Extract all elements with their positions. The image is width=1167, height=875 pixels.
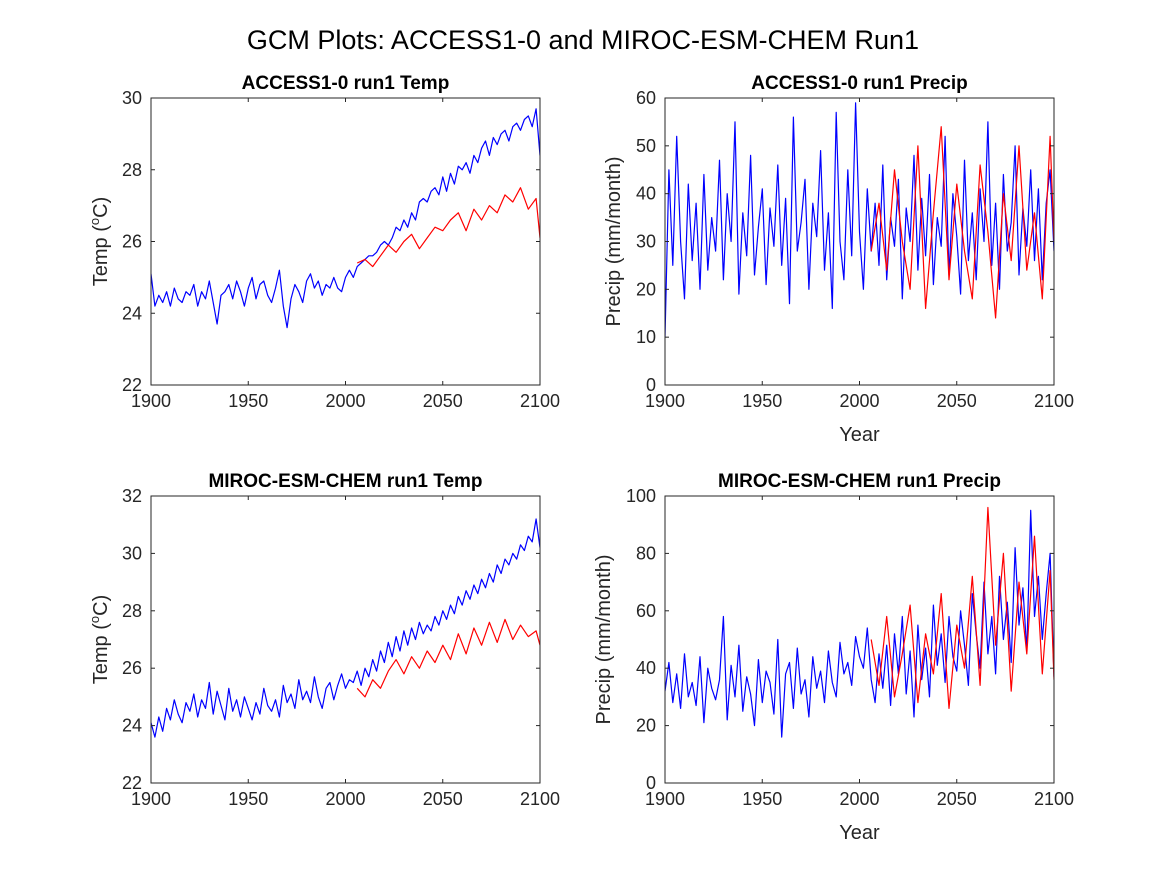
miroc-precip-ytick-label: 40 xyxy=(636,658,656,678)
miroc-precip-ytick-label: 20 xyxy=(636,716,656,736)
access-precip-ytick-label: 50 xyxy=(636,136,656,156)
figure-title: GCM Plots: ACCESS1-0 and MIROC-ESM-CHEM … xyxy=(247,25,919,55)
miroc-precip-series-red-line xyxy=(870,506,1054,710)
miroc-temp-ylabel-degree-sup: o xyxy=(87,616,102,623)
miroc-precip-title: MIROC-ESM-CHEM run1 Precip xyxy=(718,471,1001,492)
access-temp-title: ACCESS1-0 run1 Temp xyxy=(242,73,450,94)
miroc-temp-xtick-label: 2100 xyxy=(520,789,560,809)
miroc-temp-ylabel-part: C) xyxy=(90,595,112,616)
access-temp-xtick-label: 2100 xyxy=(520,391,560,411)
access-temp-plot-area xyxy=(151,98,540,385)
miroc-precip-xlabel: Year xyxy=(839,822,880,844)
access-precip-xtick-label: 1900 xyxy=(645,391,685,411)
miroc-precip-axes: 1900 1950 2000 2050 2100 0 20 40 60 80 100 MIROC-ES… xyxy=(593,471,1074,844)
miroc-precip-ytick-label: 80 xyxy=(636,543,656,563)
miroc-precip-xtick-label: 2050 xyxy=(937,789,977,809)
miroc-precip-series-blue-line xyxy=(665,509,1054,738)
access-temp-series-red-line xyxy=(356,187,540,268)
miroc-temp-ytick-label: 32 xyxy=(122,486,142,506)
access-precip-ytick-label: 10 xyxy=(636,327,656,347)
miroc-precip-xtick-label: 1950 xyxy=(742,789,782,809)
access-precip-ytick-label: 20 xyxy=(636,279,656,299)
miroc-precip-xtick-label: 1900 xyxy=(645,789,685,809)
miroc-temp-ylabel: Temp (oC) xyxy=(87,595,112,684)
access-precip-ytick-label: 30 xyxy=(636,232,656,252)
miroc-temp-title: MIROC-ESM-CHEM run1 Temp xyxy=(208,471,482,492)
access-temp-ylabel-part: C) xyxy=(90,197,112,218)
access-temp-series-blue-line xyxy=(151,108,540,329)
miroc-precip-xtick-label: 2100 xyxy=(1034,789,1074,809)
access-temp-axes: 1900 1950 2000 2050 2100 22 24 26 28 30 ACCESS1-0 … xyxy=(87,73,560,411)
miroc-temp-ylabel-part: Temp ( xyxy=(90,623,112,684)
access-temp-ytick-label: 22 xyxy=(122,375,142,395)
access-temp-ylabel-degree-sup: o xyxy=(87,218,102,225)
access-temp-ytick-label: 26 xyxy=(122,232,142,252)
access-precip-axes: 1900 1950 2000 2050 2100 0 10 20 30 40 50 60 ACCESS1… xyxy=(603,73,1074,446)
access-precip-series-blue-line xyxy=(665,102,1054,338)
miroc-precip-ytick-label: 60 xyxy=(636,601,656,621)
access-precip-series-red-line xyxy=(870,126,1054,319)
access-precip-xtick-label: 2000 xyxy=(839,391,879,411)
miroc-temp-ytick-label: 26 xyxy=(122,658,142,678)
access-precip-ytick-label: 0 xyxy=(646,375,656,395)
access-precip-xlabel: Year xyxy=(839,424,880,446)
access-precip-ylabel: Precip (mm/month) xyxy=(603,156,625,326)
access-temp-xtick-label: 2000 xyxy=(325,391,365,411)
miroc-temp-ytick-label: 24 xyxy=(122,716,142,736)
access-temp-ytick-label: 30 xyxy=(122,88,142,108)
miroc-precip-xtick-label: 2000 xyxy=(839,789,879,809)
access-temp-ytick-label: 24 xyxy=(122,303,142,323)
miroc-temp-xtick-label: 2050 xyxy=(423,789,463,809)
access-precip-ytick-label: 40 xyxy=(636,184,656,204)
access-temp-xtick-label: 2050 xyxy=(423,391,463,411)
miroc-temp-series-red-line xyxy=(356,618,540,698)
access-precip-title: ACCESS1-0 run1 Precip xyxy=(751,73,967,94)
access-precip-plot-area xyxy=(665,98,1054,385)
access-precip-xtick-label: 2050 xyxy=(937,391,977,411)
access-precip-ytick-label: 60 xyxy=(636,88,656,108)
miroc-precip-ytick-label: 0 xyxy=(646,773,656,793)
miroc-temp-xtick-label: 1950 xyxy=(228,789,268,809)
miroc-temp-ytick-label: 30 xyxy=(122,543,142,563)
miroc-temp-ytick-label: 28 xyxy=(122,601,142,621)
miroc-temp-axes: 1900 1950 2000 2050 2100 22 24 26 28 30 32 MIROC-ES… xyxy=(87,471,560,809)
miroc-precip-ylabel: Precip (mm/month) xyxy=(593,554,615,724)
access-temp-xtick-label: 1900 xyxy=(131,391,171,411)
access-temp-ylabel-part: Temp ( xyxy=(90,225,112,286)
miroc-temp-plot-area xyxy=(151,496,540,783)
access-precip-xtick-label: 1950 xyxy=(742,391,782,411)
access-temp-ylabel: Temp (oC) xyxy=(87,197,112,286)
access-precip-xtick-label: 2100 xyxy=(1034,391,1074,411)
miroc-temp-ytick-label: 22 xyxy=(122,773,142,793)
miroc-temp-series-blue-line xyxy=(151,518,540,738)
miroc-temp-xtick-label: 2000 xyxy=(325,789,365,809)
access-temp-xtick-label: 1950 xyxy=(228,391,268,411)
miroc-precip-ytick-label: 100 xyxy=(626,486,656,506)
miroc-temp-xtick-label: 1900 xyxy=(131,789,171,809)
access-temp-ytick-label: 28 xyxy=(122,160,142,180)
